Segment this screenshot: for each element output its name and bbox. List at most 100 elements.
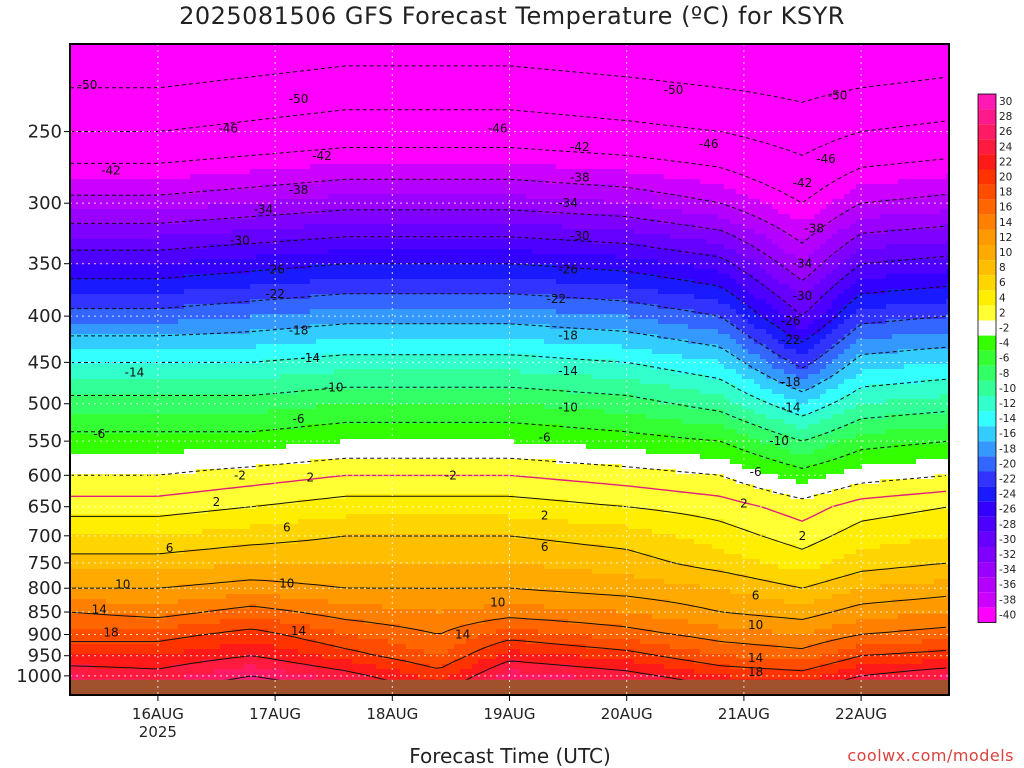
field-cell bbox=[166, 114, 173, 120]
field-cell bbox=[292, 669, 299, 675]
field-cell bbox=[268, 284, 275, 290]
field-cell bbox=[292, 304, 299, 310]
field-cell bbox=[94, 259, 101, 265]
field-cell bbox=[100, 344, 107, 350]
field-cell bbox=[106, 259, 113, 265]
field-cell bbox=[202, 274, 209, 280]
field-cell bbox=[256, 624, 263, 630]
field-cell bbox=[160, 669, 167, 675]
field-cell bbox=[118, 109, 125, 115]
field-cell bbox=[208, 594, 215, 600]
field-cell bbox=[82, 49, 89, 55]
field-cell bbox=[100, 389, 107, 395]
field-cell bbox=[184, 309, 191, 315]
field-cell bbox=[148, 404, 155, 410]
field-cell bbox=[142, 609, 149, 615]
field-cell bbox=[136, 229, 143, 235]
field-cell bbox=[268, 274, 275, 280]
field-cell bbox=[148, 204, 155, 210]
field-cell bbox=[268, 564, 275, 570]
field-cell bbox=[100, 269, 107, 275]
field-cell bbox=[82, 664, 89, 670]
field-cell bbox=[160, 324, 167, 330]
field-cell bbox=[106, 349, 113, 355]
field-cell bbox=[274, 444, 281, 450]
field-cell bbox=[274, 229, 281, 235]
field-cell bbox=[154, 269, 161, 275]
field-cell bbox=[70, 559, 77, 565]
field-cell bbox=[76, 194, 83, 200]
field-cell bbox=[166, 599, 173, 605]
field-cell bbox=[250, 569, 257, 575]
field-cell bbox=[292, 614, 299, 620]
field-cell bbox=[184, 674, 191, 680]
field-cell bbox=[280, 304, 287, 310]
field-cell bbox=[232, 229, 239, 235]
field-cell bbox=[76, 304, 83, 310]
field-cell bbox=[160, 394, 167, 400]
field-cell bbox=[118, 64, 125, 70]
field-cell bbox=[184, 279, 191, 285]
field-cell bbox=[118, 139, 125, 145]
field-cell bbox=[130, 119, 137, 125]
field-cell bbox=[202, 59, 209, 65]
field-cell bbox=[196, 344, 203, 350]
field-cell bbox=[88, 464, 95, 470]
field-cell bbox=[88, 319, 95, 325]
field-cell bbox=[226, 274, 233, 280]
field-cell bbox=[160, 169, 167, 175]
field-cell bbox=[70, 544, 77, 550]
field-cell bbox=[112, 464, 119, 470]
field-cell bbox=[202, 134, 209, 140]
field-cell bbox=[244, 264, 251, 270]
field-cell bbox=[94, 194, 101, 200]
field-cell bbox=[100, 264, 107, 270]
field-cell bbox=[226, 64, 233, 70]
field-cell bbox=[184, 284, 191, 290]
field-cell bbox=[208, 299, 215, 305]
field-cell bbox=[196, 219, 203, 225]
field-cell bbox=[196, 459, 203, 465]
field-cell bbox=[88, 589, 95, 595]
field-cell bbox=[130, 59, 137, 65]
field-cell bbox=[124, 59, 131, 65]
field-cell bbox=[220, 584, 227, 590]
field-cell bbox=[280, 644, 287, 650]
field-cell bbox=[142, 89, 149, 95]
field-cell bbox=[262, 539, 269, 545]
field-cell bbox=[106, 199, 113, 205]
field-cell bbox=[76, 499, 83, 505]
field-cell bbox=[154, 539, 161, 545]
field-cell bbox=[136, 439, 143, 445]
field-cell bbox=[238, 294, 245, 300]
field-cell bbox=[166, 309, 173, 315]
field-cell bbox=[220, 659, 227, 665]
field-cell bbox=[202, 94, 209, 100]
field-cell bbox=[154, 414, 161, 420]
field-cell bbox=[130, 219, 137, 225]
field-cell bbox=[130, 109, 137, 115]
field-cell bbox=[142, 474, 149, 480]
field-cell bbox=[232, 279, 239, 285]
field-cell bbox=[250, 69, 257, 75]
field-cell bbox=[130, 664, 137, 670]
field-cell bbox=[250, 89, 257, 95]
field-cell bbox=[100, 384, 107, 390]
field-cell bbox=[100, 554, 107, 560]
field-cell bbox=[184, 614, 191, 620]
field-cell bbox=[154, 519, 161, 525]
field-cell bbox=[280, 54, 287, 60]
field-cell bbox=[298, 49, 305, 55]
field-cell bbox=[208, 354, 215, 360]
field-cell bbox=[100, 374, 107, 380]
field-cell bbox=[208, 209, 215, 215]
field-cell bbox=[280, 104, 287, 110]
field-cell bbox=[112, 324, 119, 330]
field-cell bbox=[220, 649, 227, 655]
field-cell bbox=[112, 399, 119, 405]
field-cell bbox=[100, 509, 107, 515]
field-cell bbox=[220, 299, 227, 305]
field-cell bbox=[238, 169, 245, 175]
field-cell bbox=[160, 359, 167, 365]
field-cell bbox=[106, 364, 113, 370]
